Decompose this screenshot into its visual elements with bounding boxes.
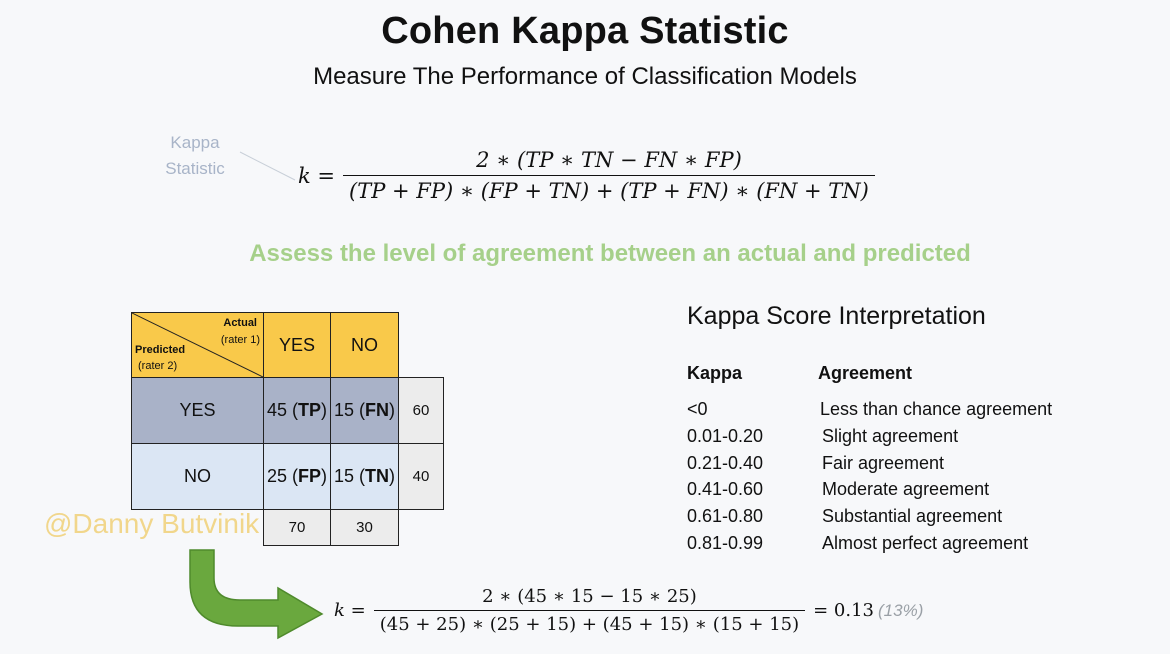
- interp-agreement-3: Moderate agreement: [822, 479, 990, 499]
- cell-fp-tag: FP: [298, 466, 322, 486]
- tagline: Assess the level of agreement between an…: [249, 240, 971, 267]
- curved-arrow-icon: [189, 549, 324, 640]
- interp-kappa-5: 0.81-0.99: [687, 533, 764, 553]
- cell-fp: 25 (FP): [263, 443, 331, 510]
- predicted-rater-label: (rater 2): [138, 360, 178, 372]
- cell-tp: 45 (TP): [263, 377, 331, 444]
- col-header-yes: YES: [263, 312, 331, 378]
- interp-kappa-4: 0.61-0.80: [687, 506, 764, 526]
- col-total-yes: 70: [263, 509, 331, 546]
- interp-kappa-3: 0.41-0.60: [687, 479, 764, 499]
- interp-agreement-5: Almost perfect agreement: [822, 533, 1029, 553]
- col-header-no: NO: [330, 312, 399, 378]
- kappa-label-line1: Kappa: [170, 133, 220, 152]
- cell-tn: 15 (TN): [330, 443, 399, 510]
- interp-col-kappa: Kappa: [687, 363, 743, 383]
- interp-agreement-1: Slight agreement: [822, 426, 959, 446]
- cell-fp-value: 25: [266, 466, 287, 486]
- row-total-yes: 60: [398, 377, 444, 444]
- corner-diagonal-line: [132, 313, 263, 377]
- author-watermark: @Danny Butvinik: [44, 508, 260, 539]
- interp-kappa-0: <0: [687, 399, 708, 419]
- cell-tn-value: 15: [333, 466, 355, 486]
- computed-formula: k = 2 ∗ (45 ∗ 15 − 15 ∗ 25) (45 + 25) ∗ …: [334, 586, 923, 635]
- computed-result: = 0.13: [813, 600, 875, 621]
- kappa-label-line2: Statistic: [165, 159, 225, 178]
- interp-kappa-1: 0.01-0.20: [687, 426, 764, 446]
- page-title: Cohen Kappa Statistic: [381, 10, 789, 52]
- actual-rater-label: (rater 1): [220, 334, 260, 346]
- computed-lhs: k =: [334, 600, 366, 621]
- computed-denominator: (45 + 25) ∗ (25 + 15) + (45 + 15) ∗ (15 …: [373, 610, 806, 635]
- interp-agreement-4: Substantial agreement: [822, 506, 1003, 526]
- interp-kappa-2: 0.21-0.40: [687, 453, 764, 473]
- interpretation-title: Kappa Score Interpretation: [687, 302, 986, 330]
- computed-numerator: 2 ∗ (45 ∗ 15 − 15 ∗ 25): [482, 586, 697, 607]
- matrix-corner-cell: Actual (rater 1) Predicted (rater 2): [131, 312, 264, 378]
- interp-col-agreement: Agreement: [818, 363, 913, 383]
- cell-tp-value: 45: [266, 400, 287, 420]
- row-header-yes: YES: [131, 377, 264, 444]
- kappa-formula: k = 2 ∗ (TP ∗ TN − FN ∗ FP) (TP + FP) ∗ …: [298, 148, 875, 203]
- row-total-no: 40: [398, 443, 444, 510]
- interp-agreement-0: Less than chance agreement: [820, 399, 1053, 419]
- cell-fn: 15 (FN): [330, 377, 399, 444]
- col-total-no: 30: [330, 509, 399, 546]
- interp-agreement-2: Fair agreement: [822, 453, 945, 473]
- cell-tp-tag: TP: [298, 400, 322, 420]
- computed-fraction: 2 ∗ (45 ∗ 15 − 15 ∗ 25) (45 + 25) ∗ (25 …: [373, 586, 806, 635]
- page-subtitle: Measure The Performance of Classificatio…: [313, 63, 857, 90]
- formula-lhs: k =: [298, 163, 335, 188]
- actual-label: Actual: [223, 317, 257, 329]
- formula-numerator: 2 ∗ (TP ∗ TN − FN ∗ FP): [476, 148, 742, 172]
- cell-tn-tag: TN: [365, 466, 390, 486]
- cell-fn-value: 15: [333, 400, 355, 420]
- cell-fn-tag: FN: [365, 400, 390, 420]
- row-header-no: NO: [131, 443, 264, 510]
- kappa-statistic-label: Kappa Statistic: [140, 130, 250, 182]
- predicted-label: Predicted: [135, 344, 186, 356]
- formula-denominator: (TP + FP) ∗ (FP + TN) + (TP + FN) ∗ (FN …: [343, 175, 875, 203]
- computed-percent: (13%): [878, 600, 924, 620]
- formula-fraction: 2 ∗ (TP ∗ TN − FN ∗ FP) (TP + FP) ∗ (FP …: [343, 148, 875, 203]
